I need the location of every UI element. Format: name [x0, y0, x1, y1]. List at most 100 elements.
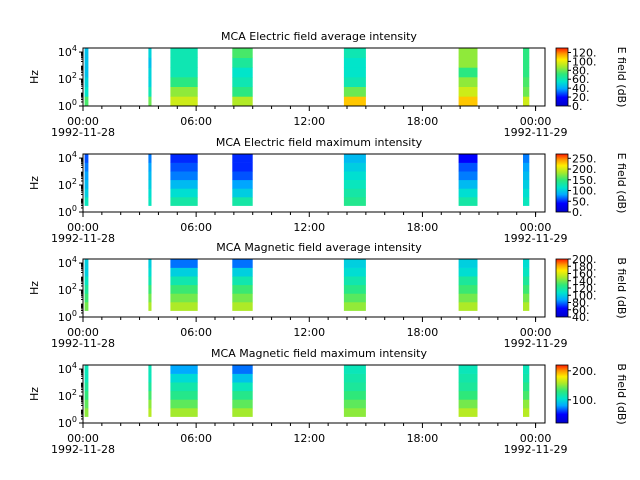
- spectrogram-cell: [458, 67, 478, 78]
- colorbar-tick-label: 80.: [572, 64, 590, 77]
- y-tick-label: 102: [58, 177, 77, 192]
- spectrogram-cell: [84, 57, 89, 68]
- spectrogram-cell: [148, 77, 152, 87]
- colorbar-tick-label: 40.: [572, 311, 590, 324]
- spectrogram-cell: [458, 267, 478, 277]
- spectrogram-cell: [523, 48, 530, 58]
- panel-1: MCA Electric field average intensity 100 1…: [28, 30, 628, 139]
- colorbar-label: E field (dB): [615, 47, 628, 108]
- spectrogram-cell: [170, 382, 198, 392]
- spectrogram-cell: [343, 259, 366, 268]
- colorbar-tick-label: 80.: [572, 297, 590, 310]
- colorbar-tick-label: 200.: [572, 253, 597, 266]
- spectrogram-cell: [343, 382, 366, 392]
- spectrogram-cell: [170, 77, 198, 87]
- spectrogram-cell: [84, 179, 89, 189]
- spectrogram-cell: [343, 77, 366, 87]
- spectrogram-cell: [170, 96, 198, 107]
- spectrogram-cell: [343, 399, 366, 409]
- spectrogram-cell: [458, 408, 478, 417]
- spectrogram-cell: [523, 390, 530, 400]
- spectrogram-cell: [523, 408, 530, 417]
- spectrogram-cell: [343, 267, 366, 277]
- spectrogram-cell: [84, 86, 89, 97]
- spectrogram-cell: [458, 382, 478, 392]
- spectrogram-cell: [343, 162, 366, 172]
- x-tick-date-label: 1992-11-28: [51, 337, 115, 350]
- x-tick-label: 00:00: [67, 115, 99, 128]
- spectrogram-cell: [170, 188, 198, 198]
- spectrogram-cell: [523, 162, 530, 172]
- spectrogram-cell: [148, 373, 152, 383]
- spectrogram-cell: [343, 365, 366, 374]
- spectrogram-cell: [458, 86, 478, 97]
- x-tick-date-label: 1992-11-29: [504, 126, 568, 139]
- spectrogram-cell: [343, 67, 366, 78]
- colorbar-tick-label: 150.: [572, 174, 597, 187]
- spectrogram-cell: [523, 171, 530, 181]
- spectrogram-cell: [523, 86, 530, 97]
- spectrogram-cell: [84, 154, 89, 163]
- spectrogram-cell: [170, 154, 198, 163]
- x-tick-label: 18:00: [407, 432, 439, 445]
- colorbar-label: B field (dB): [615, 257, 628, 318]
- spectrogram-cell: [232, 86, 253, 97]
- panels-layer: MCA Electric field average intensity 100 1…: [28, 30, 628, 456]
- spectrogram-cell: [343, 179, 366, 189]
- spectrogram-cell: [170, 399, 198, 409]
- spectrogram-cell: [458, 284, 478, 294]
- spectrogram-cell: [523, 365, 530, 374]
- spectrogram-cell: [343, 86, 366, 97]
- spectrogram-cell: [523, 302, 530, 311]
- y-tick-label: 100: [58, 309, 77, 324]
- spectrogram-cell: [148, 259, 152, 268]
- spectrogram-cell: [84, 399, 89, 409]
- colorbar-tick-label: 100.: [572, 289, 597, 302]
- colorbar-tick-label: 100.: [572, 394, 597, 407]
- spectrogram-cell: [523, 197, 530, 206]
- spectrogram-cell: [232, 390, 253, 400]
- spectrogram-cell: [84, 171, 89, 181]
- spectrogram-cell: [232, 284, 253, 294]
- panel-2: MCA Electric field maximum intensity 100 1…: [28, 136, 628, 245]
- spectrogram-cell: [523, 276, 530, 286]
- spectrogram-cell: [232, 408, 253, 417]
- colorbar-tick-label: 180.: [572, 260, 597, 273]
- x-tick-label: 12:00: [293, 432, 325, 445]
- panel-title: MCA Electric field maximum intensity: [216, 136, 423, 149]
- spectrogram-cell: [458, 293, 478, 303]
- x-tick-label: 00:00: [67, 221, 99, 234]
- spectrogram-cell: [523, 284, 530, 294]
- colorbar-label: B field (dB): [615, 363, 628, 424]
- spectrogram-cell: [148, 86, 152, 97]
- spectrogram-cell: [343, 373, 366, 383]
- spectrogram-cell: [84, 390, 89, 400]
- axes-frame: [82, 153, 546, 213]
- spectrogram-cell: [458, 57, 478, 68]
- colorbar: [555, 47, 569, 107]
- spectrogram-cell: [148, 399, 152, 409]
- spectrogram-cell: [232, 399, 253, 409]
- spectrogram-cell: [148, 293, 152, 303]
- spectrogram-cell: [343, 188, 366, 198]
- spectrogram-cell: [148, 302, 152, 311]
- spectrogram-cell: [458, 399, 478, 409]
- colorbar: [555, 258, 569, 318]
- y-axis-label: Hz: [28, 281, 41, 295]
- x-tick-label: 00:00: [520, 221, 552, 234]
- spectrogram-cell: [523, 293, 530, 303]
- spectrogram-cell: [170, 408, 198, 417]
- axes-frame: [82, 364, 546, 424]
- spectrogram-cell: [458, 197, 478, 206]
- colorbar-tick-label: 140.: [572, 275, 597, 288]
- x-tick-date-label: 1992-11-28: [51, 443, 115, 456]
- spectrogram-cell: [170, 267, 198, 277]
- axes-frame: [82, 47, 546, 107]
- spectrogram-cell: [148, 96, 152, 107]
- y-tick-label: 104: [58, 150, 77, 165]
- spectrogram-cell: [170, 179, 198, 189]
- colorbar-tick-label: 60.: [572, 73, 590, 86]
- colorbar-tick-label: 100.: [572, 55, 597, 68]
- spectrogram-cell: [458, 302, 478, 311]
